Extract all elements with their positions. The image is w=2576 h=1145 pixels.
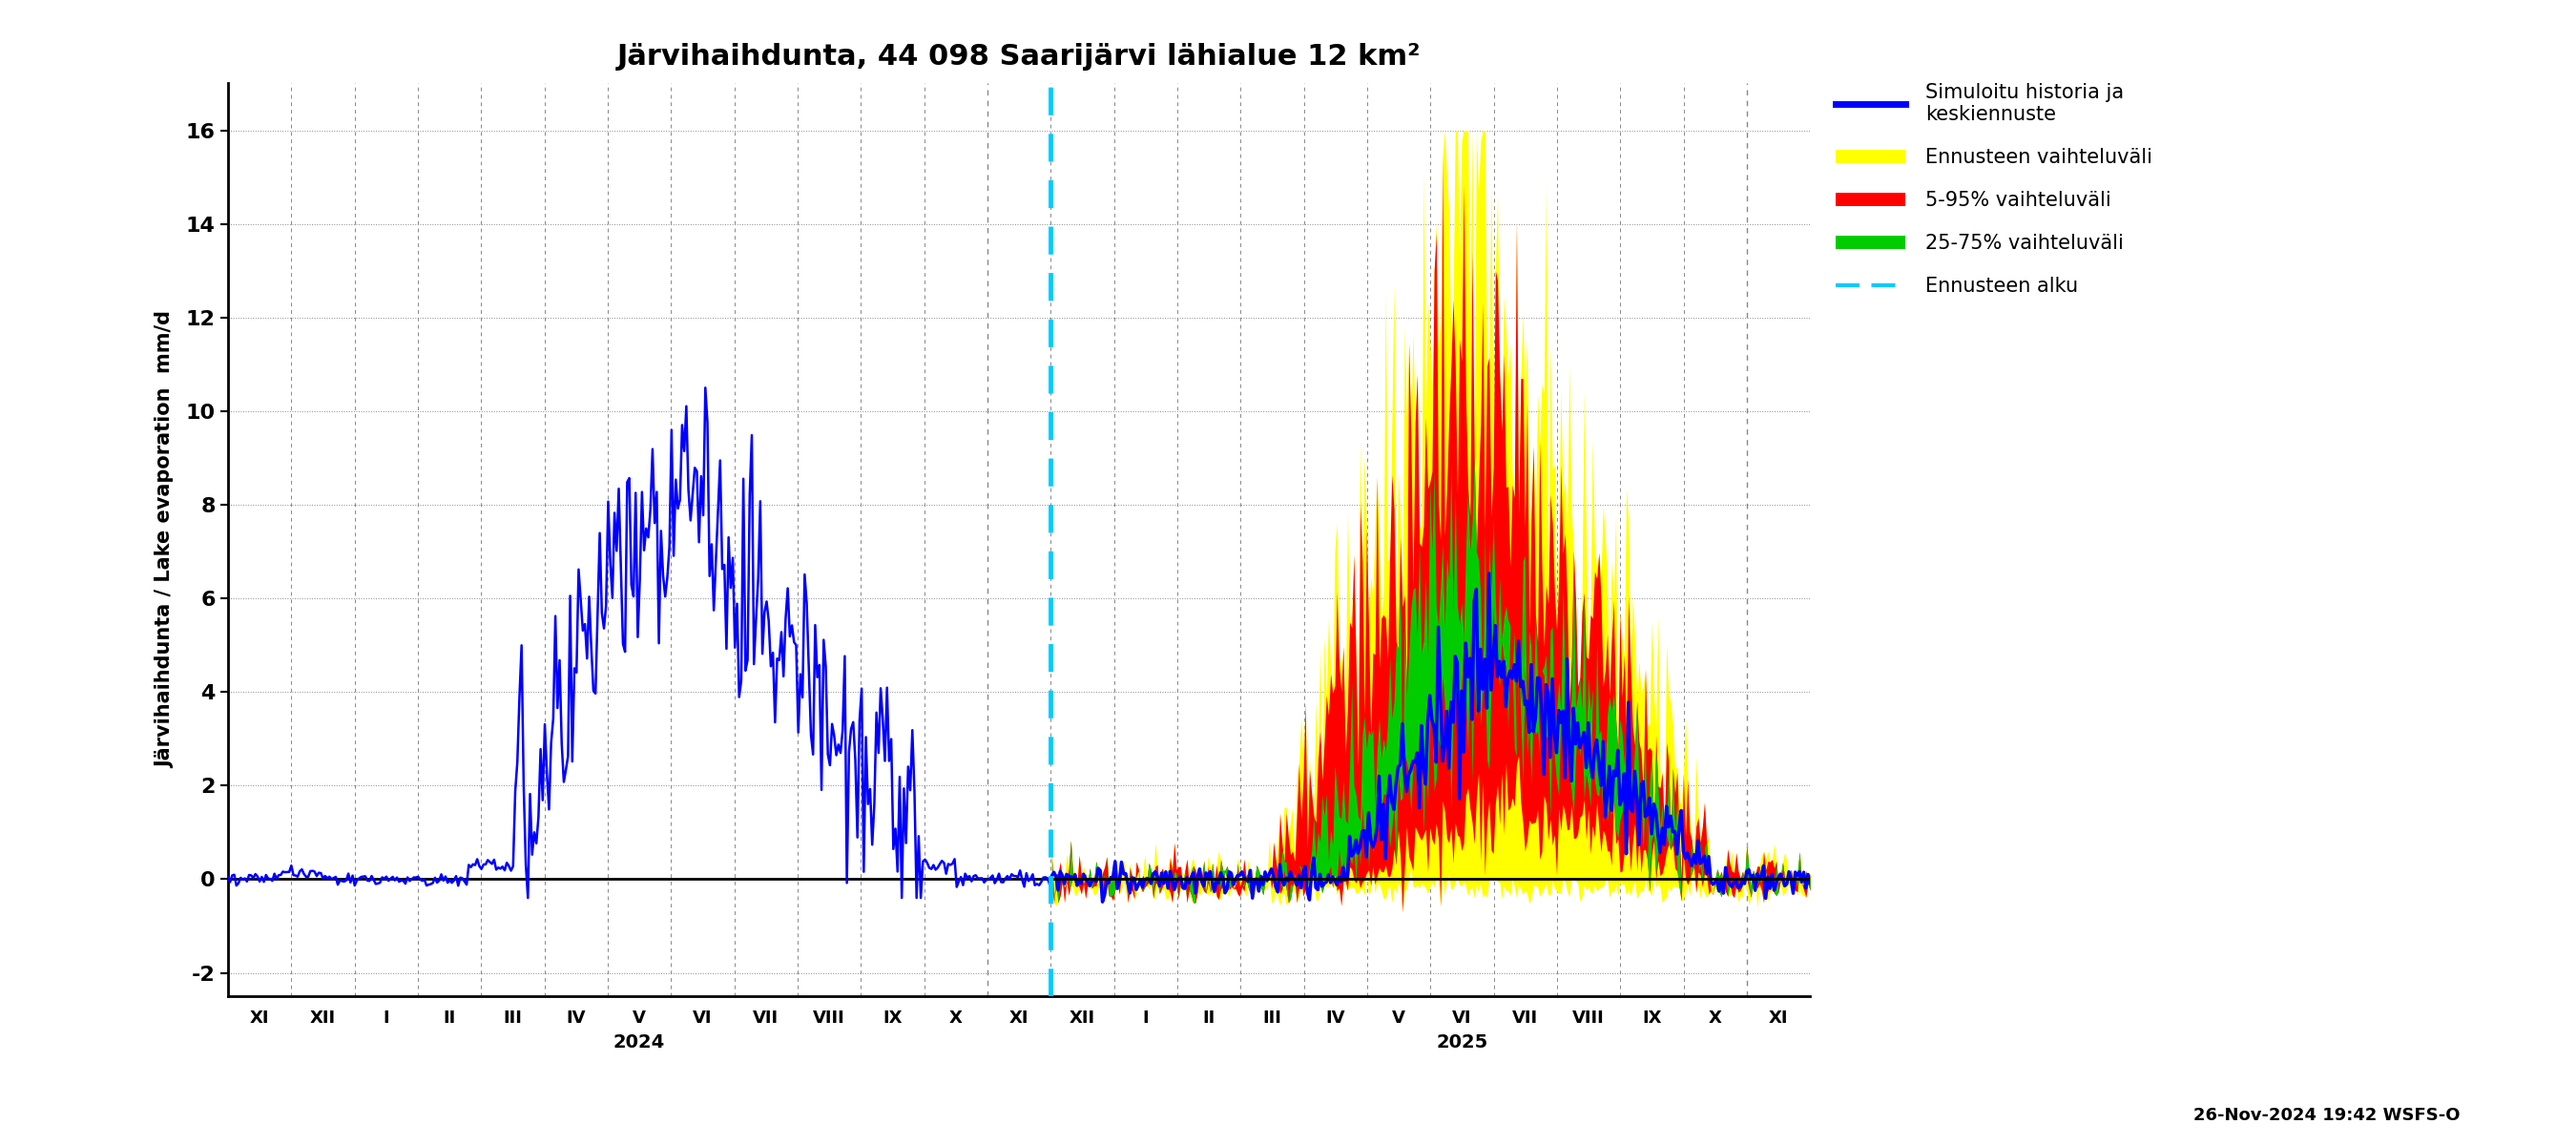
Text: III: III — [1262, 1010, 1283, 1027]
Text: 2025: 2025 — [1437, 1034, 1489, 1052]
Y-axis label: Järvihaihdunta / Lake evaporation  mm/d: Järvihaihdunta / Lake evaporation mm/d — [157, 311, 175, 768]
Text: IV: IV — [1327, 1010, 1345, 1027]
Text: X: X — [1708, 1010, 1721, 1027]
Text: II: II — [443, 1010, 456, 1027]
Text: V: V — [634, 1010, 647, 1027]
Text: IX: IX — [1641, 1010, 1662, 1027]
Legend: Simuloitu historia ja
keskiennuste, Ennusteen vaihteluväli, 5-95% vaihteluväli, : Simuloitu historia ja keskiennuste, Ennu… — [1829, 76, 2161, 303]
Text: VII: VII — [1512, 1010, 1538, 1027]
Text: VIII: VIII — [814, 1010, 845, 1027]
Text: VI: VI — [693, 1010, 714, 1027]
Text: 2024: 2024 — [613, 1034, 665, 1052]
Text: XII: XII — [1069, 1010, 1095, 1027]
Text: V: V — [1391, 1010, 1406, 1027]
Text: XII: XII — [309, 1010, 335, 1027]
Title: Järvihaihdunta, 44 098 Saarijärvi lähialue 12 km²: Järvihaihdunta, 44 098 Saarijärvi lähial… — [618, 42, 1422, 71]
Text: IX: IX — [884, 1010, 902, 1027]
Text: I: I — [384, 1010, 389, 1027]
Text: XI: XI — [1770, 1010, 1788, 1027]
Text: XI: XI — [1010, 1010, 1028, 1027]
Text: 26-Nov-2024 19:42 WSFS-O: 26-Nov-2024 19:42 WSFS-O — [2192, 1107, 2460, 1124]
Text: VI: VI — [1453, 1010, 1471, 1027]
Text: II: II — [1203, 1010, 1216, 1027]
Text: III: III — [502, 1010, 523, 1027]
Text: I: I — [1141, 1010, 1149, 1027]
Text: IV: IV — [567, 1010, 585, 1027]
Text: VII: VII — [752, 1010, 778, 1027]
Text: XI: XI — [250, 1010, 270, 1027]
Text: VIII: VIII — [1571, 1010, 1605, 1027]
Text: X: X — [948, 1010, 963, 1027]
